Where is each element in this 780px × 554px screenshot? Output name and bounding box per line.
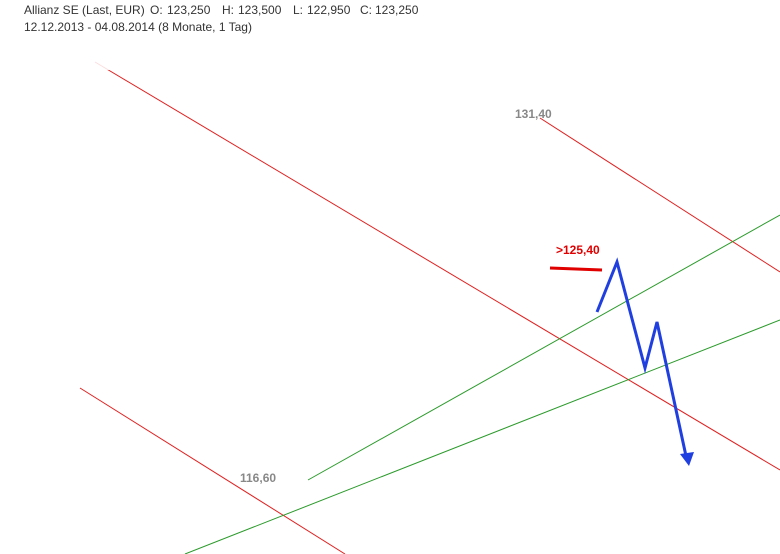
high: 123,500 [238, 3, 282, 17]
open-label: O: [150, 3, 163, 17]
annotation: >125,40 [556, 243, 600, 257]
date-range: 12.12.2013 - 04.08.2014 (8 Monate, 1 Tag… [24, 20, 252, 34]
low: 122,950 [307, 3, 351, 17]
open: 123,250 [167, 3, 211, 17]
instrument: Allianz SE (Last, EUR) [24, 3, 145, 17]
high-label: H: [222, 3, 234, 17]
low-label: L: [293, 3, 303, 17]
close: 123,250 [375, 3, 419, 17]
header: Allianz SE (Last, EUR) O: 123,250 H: 123… [0, 0, 419, 70]
annotation: 116,60 [240, 471, 276, 485]
annotation: 131,40 [515, 107, 552, 121]
drawn-trendlines [79, 61, 780, 554]
close-label: C: [360, 3, 372, 17]
